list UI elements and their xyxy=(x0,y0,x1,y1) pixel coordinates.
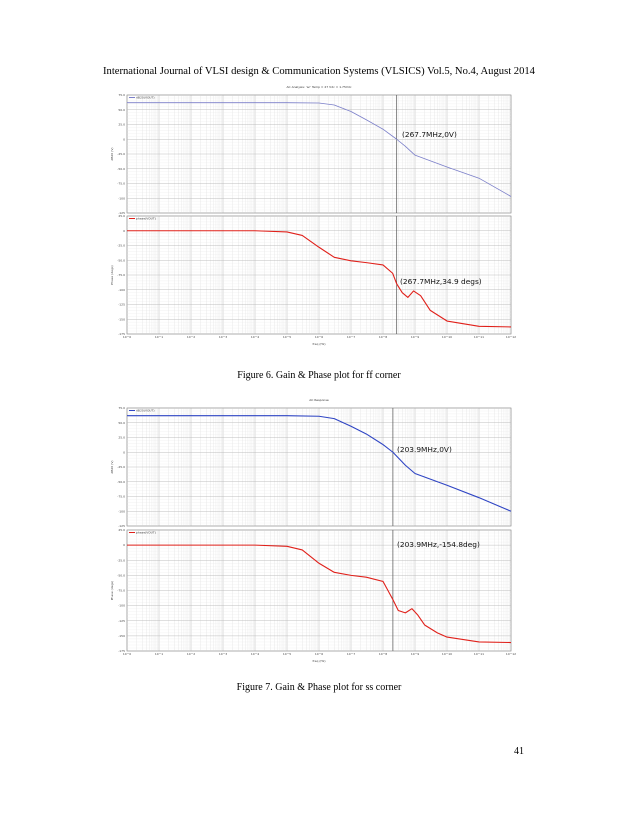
x-tick-label: 10^4 xyxy=(251,335,259,339)
y-tick-label: -50.0 xyxy=(117,258,125,262)
y-tick-label: -100 xyxy=(118,196,125,200)
y-tick-label: -25.0 xyxy=(117,152,125,156)
y-tick-label: 0 xyxy=(123,450,125,454)
y-tick-label: 0 xyxy=(123,137,125,141)
phase-series-line xyxy=(127,544,512,644)
y-tick-label: 0 xyxy=(123,543,125,547)
legend-entry: phase(VOUT) xyxy=(136,531,156,535)
x-tick-label: 10^9 xyxy=(411,652,419,656)
y-tick-label: -175 xyxy=(118,332,125,336)
x-tick-label: 10^1 xyxy=(155,652,163,656)
x-tick-label: 10^5 xyxy=(283,652,291,656)
figure-6-plot: AC Analysis: 'ac' Temp = 27 Vdc = 1.75Vd… xyxy=(110,85,516,346)
x-tick-label: 10^9 xyxy=(411,335,419,339)
gain-series-line xyxy=(127,415,512,512)
gain-series-line xyxy=(127,102,512,197)
x-tick-label: 10^0 xyxy=(123,652,131,656)
y-tick-label: -75.0 xyxy=(117,182,125,186)
x-axis-label: freq (Hz) xyxy=(312,659,325,663)
legend-entry: phase(VOUT) xyxy=(136,217,156,221)
page-number: 41 xyxy=(514,746,524,757)
x-tick-label: 10^10 xyxy=(442,652,452,656)
x-tick-label: 10^0 xyxy=(123,335,131,339)
phase-crossover-annotation: (267.7MHz,34.9 degs) xyxy=(400,277,482,286)
y-tick-label: -50.0 xyxy=(117,480,125,484)
x-tick-label: 10^4 xyxy=(251,652,259,656)
journal-header: International Journal of VLSI design & C… xyxy=(103,66,535,77)
x-axis-label: freq (Hz) xyxy=(312,342,325,346)
chart-title: AC Analysis: 'ac' Temp = 27 Vdc = 1.75Vd… xyxy=(287,85,352,89)
y-axis-label: dB20 (V) xyxy=(110,460,114,473)
x-tick-label: 10^6 xyxy=(315,335,323,339)
x-tick-label: 10^6 xyxy=(315,652,323,656)
y-tick-label: -25.0 xyxy=(117,244,125,248)
y-tick-label: 50.0 xyxy=(118,421,125,425)
x-tick-label: 10^7 xyxy=(347,335,355,339)
gain-panel: 75.0 50.0 25.0 0 -25.0 -50.0 -75.0 -100 -125 dB20… xyxy=(110,93,512,215)
y-tick-label: -125 xyxy=(118,524,125,528)
x-tick-label: 10^3 xyxy=(219,652,227,656)
phase-crossover-annotation: (203.9MHz,-154.8deg) xyxy=(397,540,480,549)
y-tick-label: 25.0 xyxy=(118,214,125,218)
y-tick-label: 75.0 xyxy=(118,93,125,97)
y-tick-label: -100 xyxy=(118,604,125,608)
y-tick-label: -50.0 xyxy=(117,167,125,171)
x-tick-label: 10^8 xyxy=(379,335,387,339)
y-tick-label: -150 xyxy=(118,317,125,321)
chart-title: AC Response xyxy=(309,398,329,402)
y-axis-label: Phase (degs) xyxy=(110,265,114,284)
x-tick-label: 10^11 xyxy=(474,335,484,339)
y-tick-label: 75.0 xyxy=(118,406,125,410)
y-tick-label: 25.0 xyxy=(118,528,125,532)
x-tick-label: 10^12 xyxy=(506,335,516,339)
y-tick-label: -75.0 xyxy=(117,589,125,593)
x-tick-label: 10^10 xyxy=(442,335,452,339)
y-tick-label: -175 xyxy=(118,649,125,653)
y-tick-label: -100 xyxy=(118,288,125,292)
gain-crossover-annotation: (203.9MHz,0V) xyxy=(397,445,452,454)
gain-panel: 75.0 50.0 25.0 0 -25.0 -50.0 -75.0 -100 -125 dB20… xyxy=(110,406,512,528)
y-tick-label: -100 xyxy=(118,509,125,513)
x-tick-label: 10^12 xyxy=(506,652,516,656)
y-tick-label: -125 xyxy=(118,211,125,215)
y-tick-label: 50.0 xyxy=(118,108,125,112)
y-tick-label: -75.0 xyxy=(117,495,125,499)
x-tick-label: 10^2 xyxy=(187,335,195,339)
legend-entry: dB20(VOUT) xyxy=(136,409,155,413)
x-tick-label: 10^3 xyxy=(219,335,227,339)
legend-entry: dB20(VOUT) xyxy=(136,96,155,100)
y-tick-label: -125 xyxy=(118,619,125,623)
phase-panel: 25.0 0 -25.0 -50.0 -75.0 -100 -125 -150 -175 Phas… xyxy=(110,528,512,653)
x-tick-label: 10^7 xyxy=(347,652,355,656)
y-tick-label: -150 xyxy=(118,634,125,638)
y-tick-label: 25.0 xyxy=(118,123,125,127)
x-tick-label: 10^5 xyxy=(283,335,291,339)
y-axis-label: dB20 (V) xyxy=(110,147,114,160)
x-tick-label: 10^8 xyxy=(379,652,387,656)
phase-panel: 25.0 0 -25.0 -50.0 -75.0 -100 -125 -150 -175 Phas… xyxy=(110,214,512,336)
y-tick-label: -125 xyxy=(118,303,125,307)
y-tick-label: -75.0 xyxy=(117,273,125,277)
y-tick-label: -25.0 xyxy=(117,558,125,562)
figure-6-caption: Figure 6. Gain & Phase plot for ff corne… xyxy=(237,370,401,381)
y-tick-label: -25.0 xyxy=(117,465,125,469)
phase-series-line xyxy=(127,230,512,328)
y-tick-label: -50.0 xyxy=(117,573,125,577)
figure-7-plot: AC Response 75.0 50.0 25.0 0 -25.0 -50.0 -75.0 -… xyxy=(110,398,516,663)
y-tick-label: 25.0 xyxy=(118,436,125,440)
y-tick-label: 0 xyxy=(123,229,125,233)
x-tick-label: 10^2 xyxy=(187,652,195,656)
gain-crossover-annotation: (267.7MHz,0V) xyxy=(402,130,457,139)
x-tick-label: 10^1 xyxy=(155,335,163,339)
figure-7-caption: Figure 7. Gain & Phase plot for ss corne… xyxy=(236,682,402,693)
x-tick-label: 10^11 xyxy=(474,652,484,656)
y-axis-label: Phase (degs) xyxy=(110,581,114,600)
